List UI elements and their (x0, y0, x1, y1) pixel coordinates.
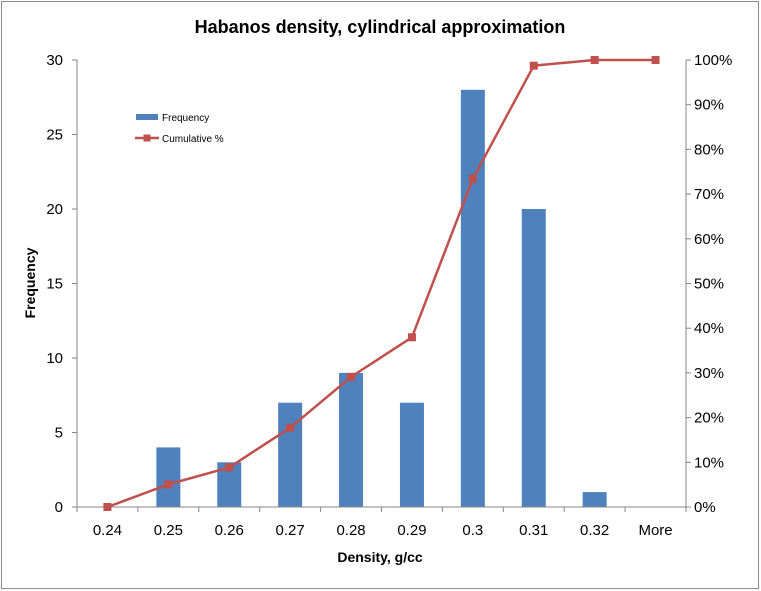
x-tick-label: 0.32 (580, 522, 609, 539)
tick-labels: 0.24 0.25 0.26 0.27 0.28 0.29 0.3 0.31 0.32 More 0… (46, 52, 732, 539)
cumulative-point-0.29 (407, 333, 416, 342)
y2-tick-label: 20% (694, 410, 724, 427)
legend-label-cumulative: Cumulative % (162, 134, 224, 145)
cumulative-point-0.31 (529, 61, 538, 70)
x-tick-label: More (638, 522, 672, 539)
x-tick-label: 0.3 (462, 522, 483, 539)
x-axis-title: Density, g/cc (337, 549, 423, 565)
y-tick-label: 0 (55, 499, 63, 516)
cumulative-line (107, 58, 656, 509)
y-tick-label: 5 (55, 425, 63, 442)
y2-tick-label: 100% (694, 52, 732, 69)
y2-tick-label: 80% (694, 141, 724, 158)
bar-series (156, 89, 607, 508)
bar-0.32 (582, 492, 607, 507)
y-tick-label: 30 (46, 52, 63, 69)
x-tick-label: 0.29 (397, 522, 426, 539)
y2-tick-label: 0% (694, 499, 716, 516)
chart-title: Habanos density, cylindrical approximati… (195, 17, 566, 37)
cumulative-point-0.3 (468, 174, 477, 183)
y-tick-label: 20 (46, 201, 63, 218)
cumulative-point-0.27 (286, 423, 295, 432)
cumulative-point-0.28 (347, 372, 356, 381)
y2-tick-label: 40% (694, 320, 724, 337)
bar-0.3 (460, 89, 485, 508)
y2-tick-label: 90% (694, 97, 724, 114)
y-tick-label: 10 (46, 350, 63, 367)
x-tick-label: 0.26 (215, 522, 244, 539)
y2-tick-label: 30% (694, 365, 724, 382)
y2-tick-label: 70% (694, 186, 724, 203)
y2-tick-label: 50% (694, 276, 724, 293)
bar-0.29 (399, 402, 424, 507)
legend: Frequency Cumulative % (135, 113, 224, 145)
y-tick-label: 25 (46, 127, 63, 144)
cumulative-point-More (651, 56, 660, 64)
x-tick-label: 0.24 (93, 522, 122, 539)
cumulative-point-0.32 (590, 56, 599, 64)
x-tick-label: 0.27 (276, 522, 305, 539)
cumulative-point-0.25 (164, 480, 173, 489)
x-tick-label: 0.31 (519, 522, 548, 539)
y-tick-label: 15 (46, 276, 63, 293)
cumulative-point-0.24 (103, 503, 112, 511)
x-tick-label: 0.25 (154, 522, 183, 539)
y-axis-title: Frequency (22, 247, 38, 318)
y2-tick-label: 10% (694, 454, 724, 471)
bar-0.28 (339, 372, 364, 507)
x-tick-label: 0.28 (336, 522, 365, 539)
bar-0.31 (521, 209, 546, 507)
cumulative-point-0.26 (225, 463, 234, 472)
legend-swatch-cumulative-marker (143, 134, 151, 142)
y2-tick-label: 60% (694, 231, 724, 248)
axes (72, 59, 691, 512)
legend-label-frequency: Frequency (162, 113, 209, 124)
bar-0.27 (278, 402, 303, 507)
bar-0.25 (156, 447, 181, 507)
cumulative-line-series (103, 56, 660, 511)
legend-swatch-frequency (136, 114, 158, 120)
